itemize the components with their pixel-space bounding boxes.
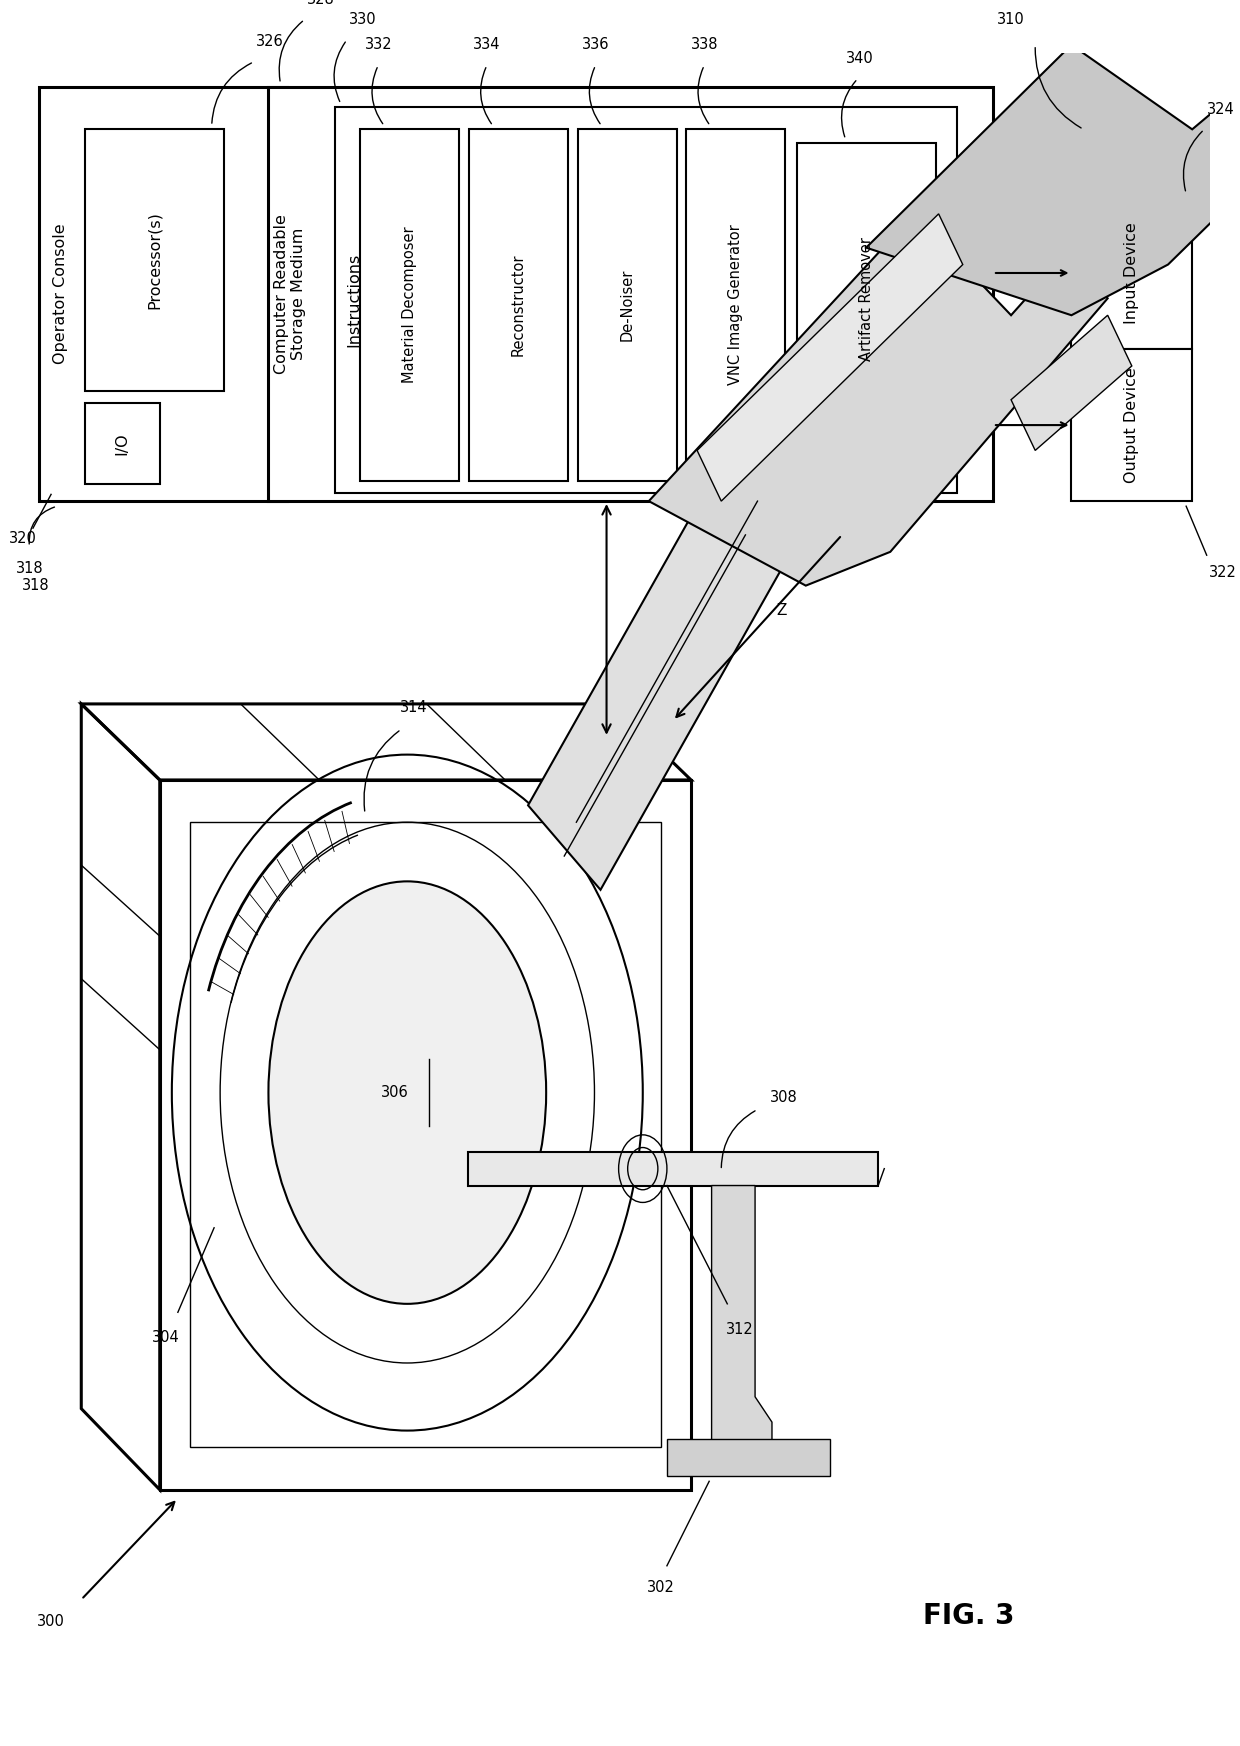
Polygon shape	[528, 484, 781, 890]
Text: 304: 304	[153, 1330, 180, 1344]
Text: 320: 320	[10, 531, 37, 546]
Text: 306: 306	[382, 1084, 409, 1100]
Text: 334: 334	[474, 37, 501, 52]
Polygon shape	[867, 45, 1240, 316]
Text: Instructions: Instructions	[347, 253, 362, 347]
Text: 324: 324	[1207, 101, 1235, 117]
Polygon shape	[667, 1439, 830, 1475]
Text: 310: 310	[997, 12, 1025, 26]
Text: 300: 300	[37, 1613, 64, 1629]
Polygon shape	[467, 1152, 878, 1186]
Text: 302: 302	[647, 1580, 675, 1596]
Text: Input Device: Input Device	[1125, 222, 1140, 323]
Bar	[268, 87, 993, 501]
Text: Material Decomposer: Material Decomposer	[402, 227, 417, 384]
Text: 332: 332	[365, 37, 392, 52]
Text: Reconstructor: Reconstructor	[511, 253, 526, 356]
Bar	[160, 780, 691, 1489]
Text: FIG. 3: FIG. 3	[923, 1603, 1014, 1631]
Polygon shape	[1011, 316, 1132, 450]
Bar	[38, 87, 286, 501]
Bar	[84, 403, 160, 484]
Text: 338: 338	[691, 37, 718, 52]
Ellipse shape	[268, 882, 546, 1304]
Bar	[335, 107, 957, 492]
Polygon shape	[712, 1186, 773, 1465]
Text: Computer Readable
Storage Medium: Computer Readable Storage Medium	[274, 215, 306, 374]
Text: 330: 330	[350, 12, 377, 26]
Text: Processor(s): Processor(s)	[146, 211, 162, 309]
Text: 322: 322	[1209, 564, 1238, 580]
Bar	[360, 129, 459, 480]
Bar	[84, 129, 223, 391]
Text: Operator Console: Operator Console	[53, 223, 68, 365]
Text: 312: 312	[725, 1322, 753, 1337]
Text: 326: 326	[257, 33, 284, 49]
Bar	[1071, 349, 1192, 501]
Text: 314: 314	[399, 700, 427, 714]
Text: 328: 328	[308, 0, 335, 7]
Text: Z: Z	[776, 604, 787, 618]
Bar	[469, 129, 568, 480]
FancyArrowPatch shape	[30, 506, 55, 545]
Text: Artifact Remover: Artifact Remover	[859, 237, 874, 361]
Bar	[1071, 197, 1192, 349]
Text: De-Noiser: De-Noiser	[620, 269, 635, 340]
Polygon shape	[697, 213, 962, 501]
Bar	[686, 129, 785, 480]
Text: Output Device: Output Device	[1125, 367, 1140, 484]
Text: 340: 340	[846, 51, 874, 66]
Text: VNC Image Generator: VNC Image Generator	[728, 225, 743, 386]
Bar	[190, 822, 661, 1447]
Text: 318: 318	[16, 560, 43, 576]
Text: 308: 308	[770, 1090, 797, 1105]
Text: 318: 318	[21, 578, 50, 594]
Text: 336: 336	[582, 37, 609, 52]
Text: I/O: I/O	[115, 433, 130, 456]
Polygon shape	[649, 213, 1107, 585]
Bar	[578, 129, 677, 480]
Bar	[797, 143, 936, 456]
